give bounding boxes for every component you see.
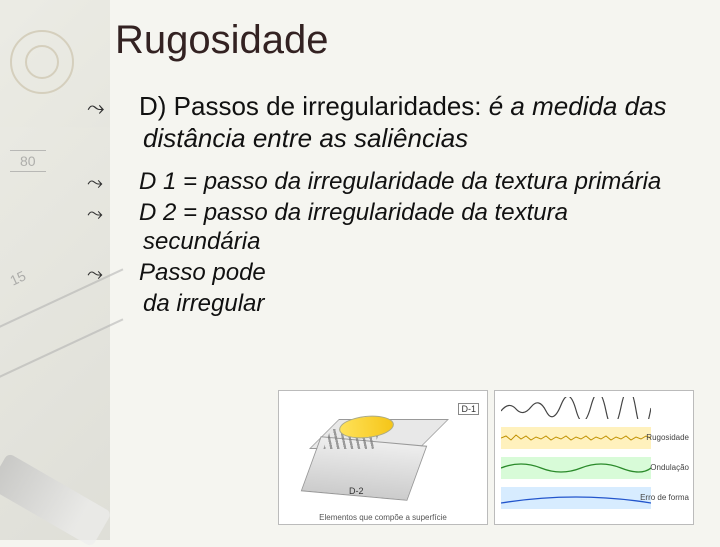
dimension-d2-label: D-2: [349, 486, 364, 496]
dimension-d1-label: D-1: [458, 403, 479, 415]
bullet-icon: ⤳: [115, 262, 139, 286]
sub-point-d1-text: D 1 = passo da irregularidade da textura…: [139, 168, 661, 195]
surface-elements-diagram: D-1 D-2 Elementos que compõe a superfíci…: [278, 390, 488, 525]
slide-title: Rugosidade: [115, 18, 690, 63]
main-point-bold: Passos de irregularidades:: [174, 91, 482, 121]
label-erro-forma: Erro de forma: [640, 493, 689, 502]
sub-point-passo: ⤳Passo pode: [115, 259, 690, 288]
bullet-icon: ⤳: [115, 202, 139, 226]
main-point-d: ⤳D) Passos de irregularidades: é a medid…: [115, 91, 690, 154]
sub-point-passo-text: Passo pode: [139, 259, 266, 286]
main-point-label: D): [139, 91, 166, 121]
signal-row-raw: [501, 397, 651, 419]
sub-point-d1: ⤳D 1 = passo da irregularidade da textur…: [115, 168, 690, 197]
profile-signals-diagram: Rugosidade Ondulação Erro de forma: [494, 390, 694, 525]
signal-row-ondulacao: [501, 457, 651, 479]
signal-row-rugosidade: [501, 427, 651, 449]
left-diagram-caption: Elementos que compõe a superfície: [279, 513, 487, 522]
sub-point-passo-text2: da irregular: [143, 290, 264, 317]
sub-point-d2: ⤳D 2 = passo da irregularidade da textur…: [115, 199, 690, 257]
sub-point-passo-line2: da irregular: [115, 290, 690, 319]
sub-point-d2-text: D 2 = passo da irregularidade da textura…: [139, 199, 568, 255]
bullet-icon: ⤳: [115, 95, 139, 122]
bullet-icon: ⤳: [115, 171, 139, 195]
signal-row-erro-forma: [501, 487, 651, 509]
label-ondulacao: Ondulação: [650, 463, 689, 472]
slide-content: Rugosidade ⤳D) Passos de irregularidades…: [0, 0, 720, 318]
diagrams-row: D-1 D-2 Elementos que compõe a superfíci…: [278, 390, 708, 530]
label-rugosidade: Rugosidade: [646, 433, 689, 442]
